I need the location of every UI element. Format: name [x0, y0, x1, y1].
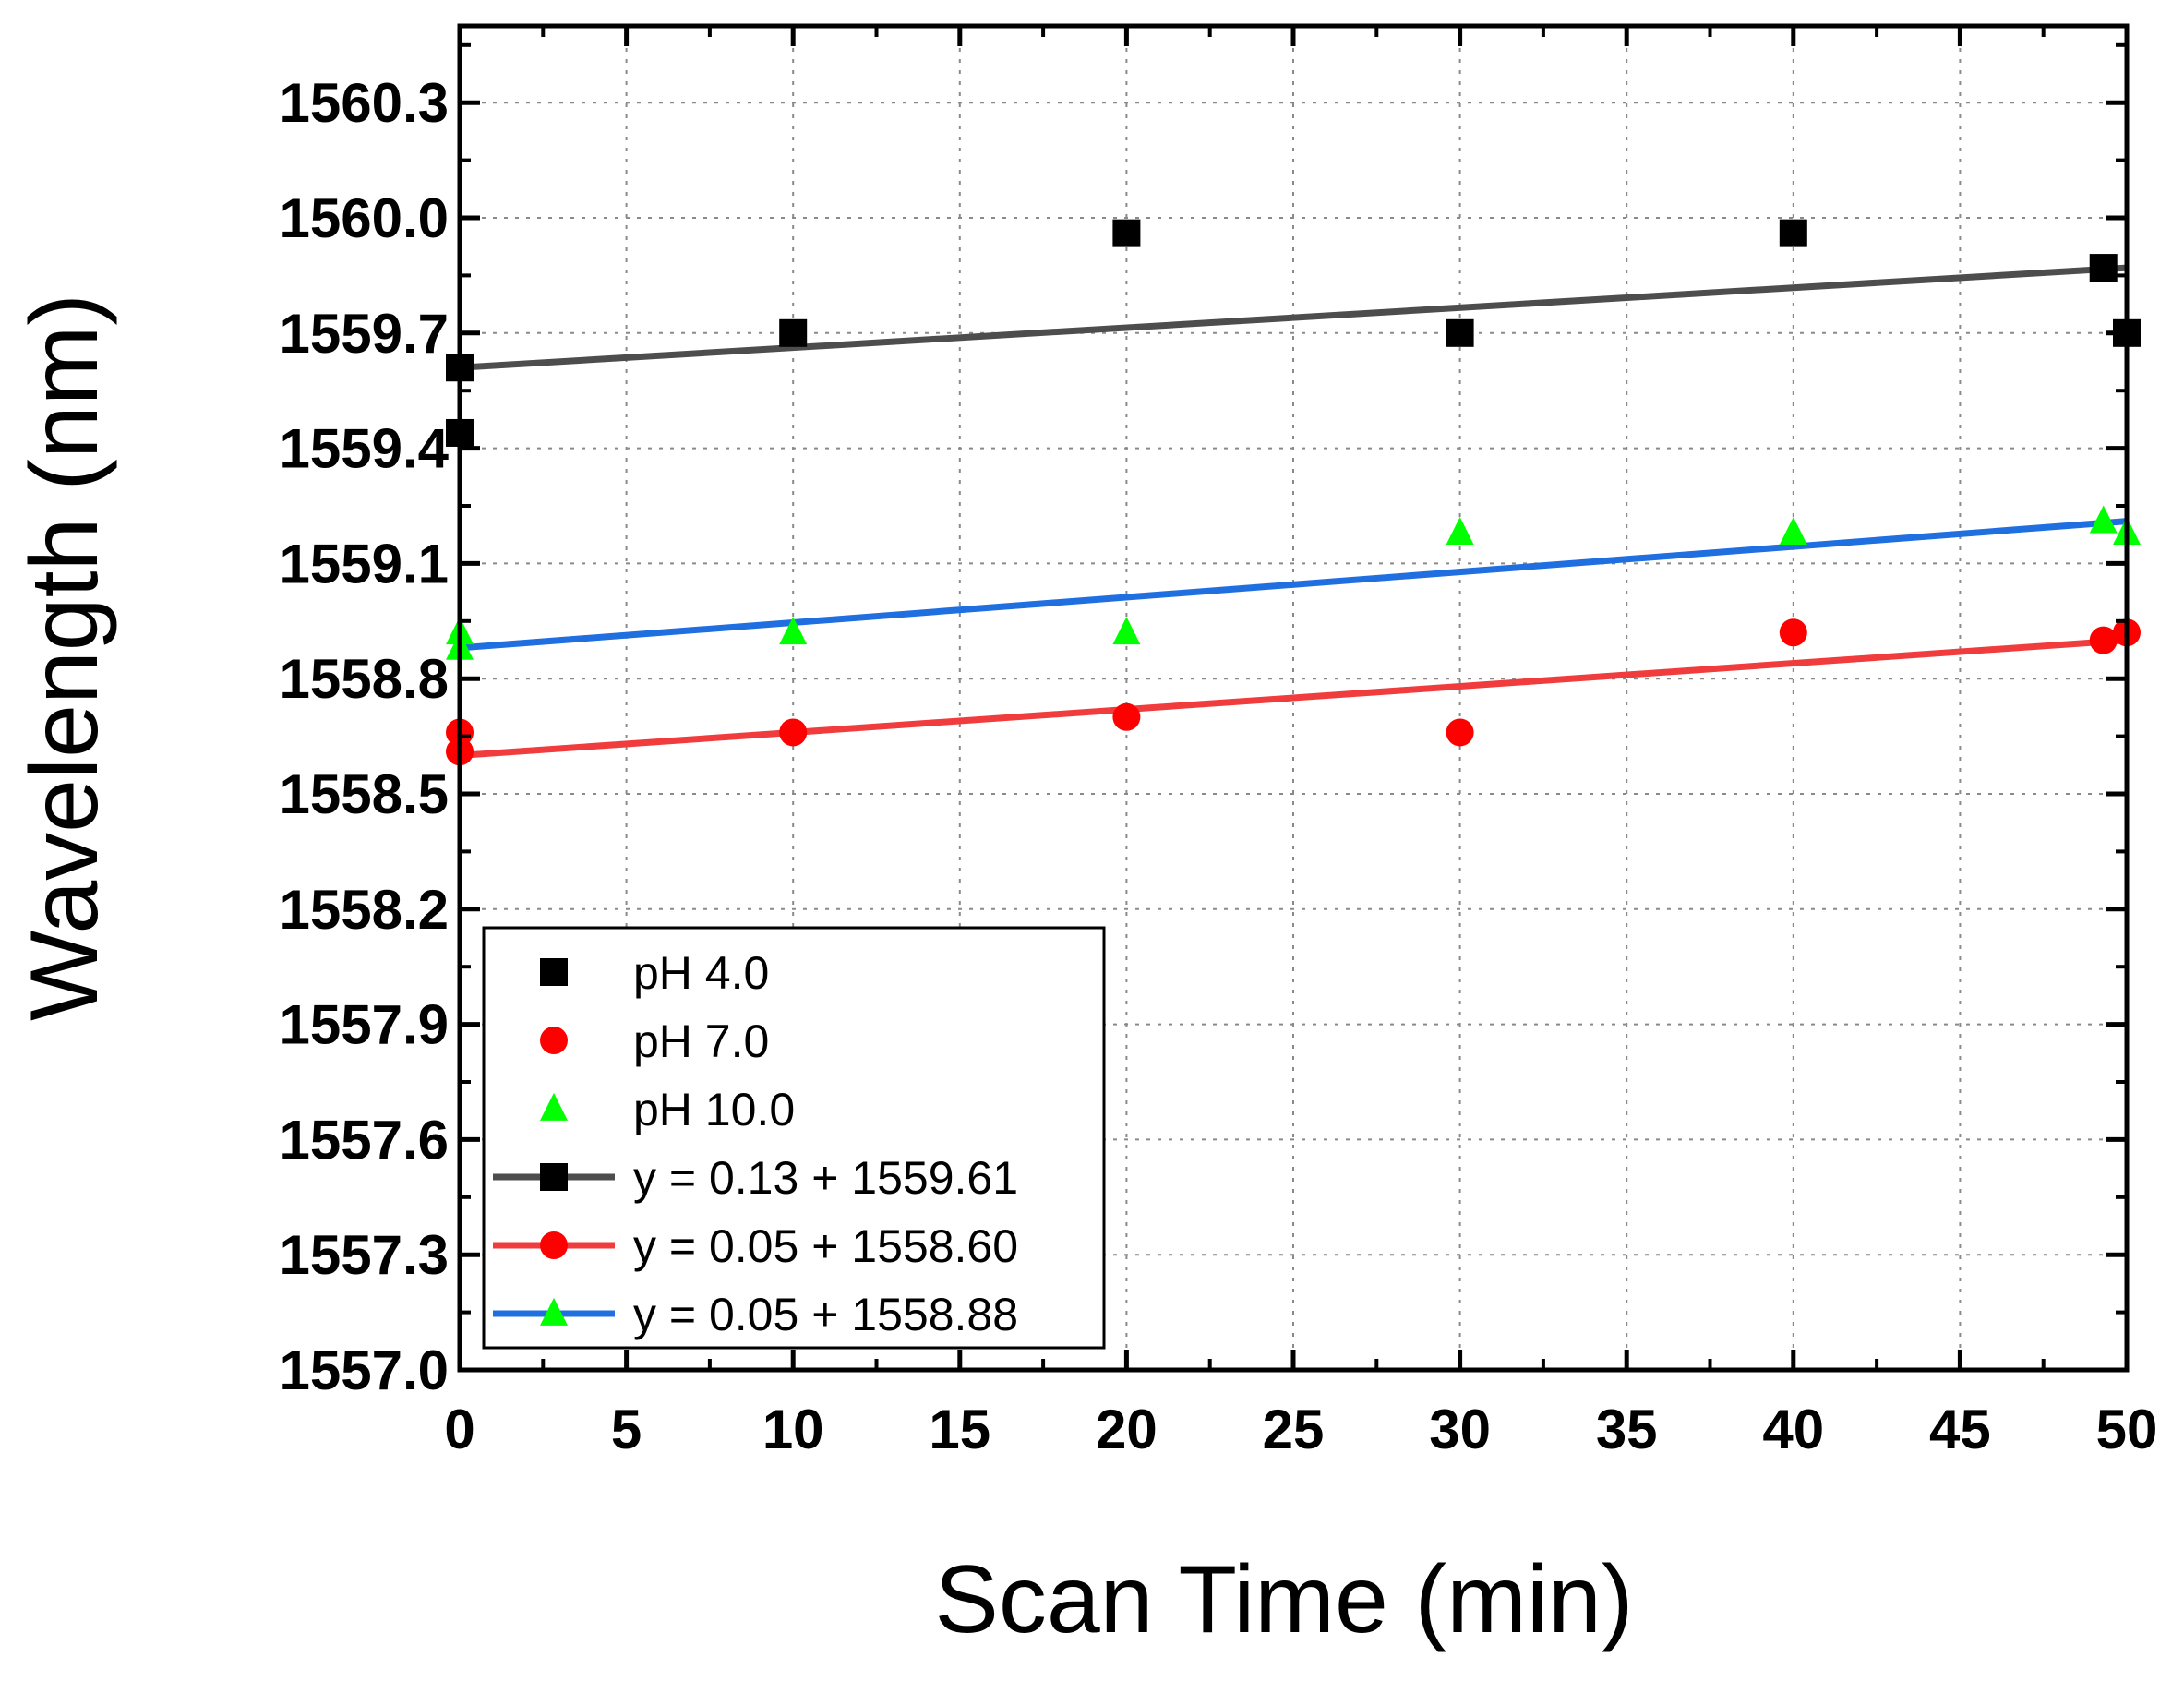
legend-fit-label: y = 0.05 + 1558.60: [633, 1220, 1018, 1272]
y-tick-label: 1559.4: [279, 418, 449, 480]
y-tick-label: 1557.3: [279, 1224, 449, 1286]
x-tick-label: 25: [1263, 1399, 1325, 1460]
y-axis-title: Wavelength (nm): [11, 294, 118, 1021]
legend: pH 4.0 pH 7.0 pH 10.0 y = 0.13 + 1559.61 y =…: [482, 926, 1106, 1350]
fit-line-2: [459, 518, 2128, 652]
point-triangle-3: [1112, 617, 1141, 645]
y-tick-label: 1558.5: [279, 763, 449, 825]
point-circle-5: [1779, 618, 1807, 647]
legend-label: pH 10.0: [633, 1084, 795, 1135]
y-tick-label: 1559.1: [279, 533, 449, 594]
fit-line-1: [459, 637, 2128, 759]
x-tick-label: 35: [1596, 1399, 1658, 1460]
point-square-6: [2089, 254, 2118, 282]
point-circle-3: [1112, 702, 1141, 731]
x-tick-label: 30: [1429, 1399, 1491, 1460]
grid-layer: [460, 26, 2127, 1370]
legend-fit-marker-circle: [540, 1231, 568, 1259]
legend-fit-marker-triangle: [540, 1297, 568, 1326]
point-square-3: [1112, 219, 1141, 247]
legend-label: pH 7.0: [633, 1015, 769, 1067]
point-square-4: [1446, 318, 1474, 347]
legend-marker-square: [540, 958, 568, 986]
point-triangle-5: [1779, 517, 1807, 545]
y-tick-label: 1558.2: [279, 879, 449, 941]
y-tick-label: 1558.8: [279, 648, 449, 710]
legend-marker-circle: [540, 1027, 568, 1054]
x-tick-label: 5: [611, 1399, 642, 1460]
x-tick-label: 20: [1096, 1399, 1158, 1460]
x-tick-label: 45: [1929, 1399, 1991, 1460]
point-triangle-4: [1446, 517, 1474, 545]
legend-fit-marker-square: [540, 1163, 568, 1191]
x-tick-label: 0: [444, 1399, 474, 1460]
point-circle-4: [1446, 718, 1474, 747]
legend-box: [482, 926, 1106, 1350]
x-tick-label: 50: [2096, 1399, 2158, 1460]
x-axis-title: Scan Time (min): [934, 1546, 1633, 1653]
point-square-5: [1779, 219, 1807, 247]
fit-line-0: [459, 264, 2128, 371]
point-circle-2: [779, 718, 808, 747]
point-triangle-6: [2089, 505, 2118, 534]
x-tick-label: 10: [762, 1399, 824, 1460]
fit-lines: [459, 264, 2128, 759]
y-tick-label: 1557.0: [279, 1339, 449, 1401]
x-tick-label: 40: [1762, 1399, 1824, 1460]
y-tick-label: 1557.6: [279, 1109, 449, 1171]
y-tick-label: 1559.7: [279, 303, 449, 365]
x-tick-label: 15: [929, 1399, 990, 1460]
legend-label: pH 4.0: [633, 947, 769, 999]
axis-ticks: 0 5 10 15 20 25 30 35 40 45 50 1557.0 1557.3 1557.6 15…: [279, 26, 2157, 1460]
y-tick-label: 1560.3: [279, 72, 449, 134]
point-circle-6: [2089, 626, 2118, 654]
point-square-2: [779, 318, 808, 347]
legend-fit-label: y = 0.13 + 1559.61: [633, 1152, 1018, 1204]
legend-marker-triangle: [540, 1092, 568, 1121]
legend-fit-label: y = 0.05 + 1558.88: [633, 1289, 1018, 1340]
point-triangle-2: [779, 617, 808, 645]
y-tick-label: 1557.9: [279, 994, 449, 1056]
y-tick-label: 1560.0: [279, 187, 449, 249]
